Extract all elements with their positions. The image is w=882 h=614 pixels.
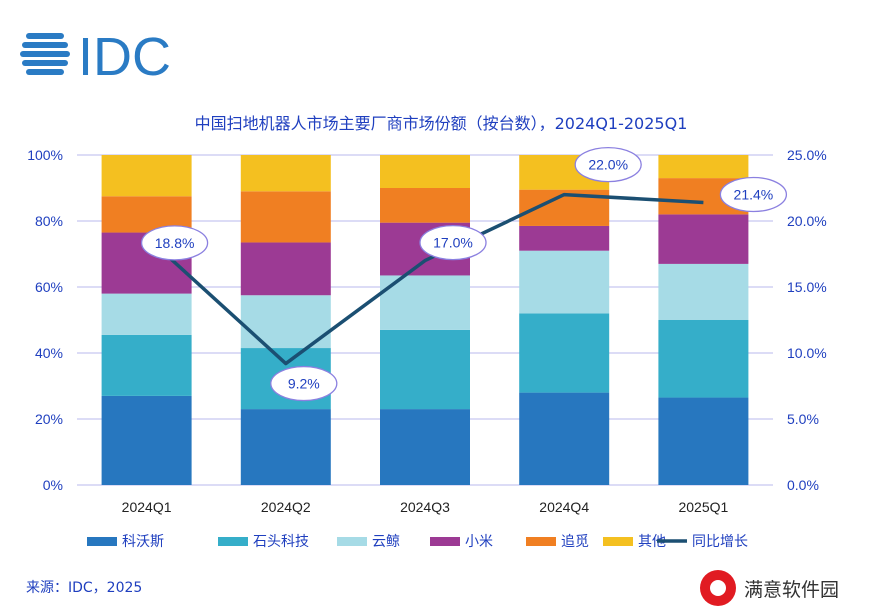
y2-tick-label: 10.0% <box>787 345 827 361</box>
idc-logo-text: IDC <box>78 27 171 87</box>
x-tick-label: 2024Q1 <box>122 499 172 515</box>
x-tick-label: 2024Q3 <box>400 499 450 515</box>
y2-tick-label: 0.0% <box>787 477 819 493</box>
legend-swatch <box>218 537 248 546</box>
y-tick-label: 0% <box>43 477 63 493</box>
data-label-bubble <box>719 176 788 213</box>
bar-segment <box>519 250 610 314</box>
legend-swatch <box>603 537 633 546</box>
bar-segment <box>380 155 470 188</box>
y2-tick-label: 20.0% <box>787 213 827 229</box>
bar-segment <box>658 263 749 320</box>
y2-tick-label: 15.0% <box>787 279 827 295</box>
legend-label: 小米 <box>465 533 493 549</box>
y-tick-label: 20% <box>35 411 63 427</box>
data-label-bubble <box>574 146 642 183</box>
x-tick-label: 2025Q1 <box>678 499 728 515</box>
legend-label: 云鲸 <box>372 533 400 549</box>
bar-segment <box>240 155 331 192</box>
y-tick-label: 80% <box>35 213 63 229</box>
bar-segment <box>240 191 331 243</box>
watermark-text: 满意软件园 <box>744 578 840 601</box>
legend-label: 石头科技 <box>253 533 309 549</box>
y-tick-label: 60% <box>35 279 63 295</box>
bar-segment <box>101 395 192 485</box>
legend-label: 其他 <box>638 533 666 549</box>
legend-label: 同比增长 <box>692 533 748 549</box>
bar-segment <box>380 329 470 410</box>
data-label-bubble <box>140 225 209 261</box>
data-label: 22.0% <box>588 157 628 173</box>
y-tick-label: 40% <box>35 345 63 361</box>
y2-tick-label: 5.0% <box>787 411 819 427</box>
bar-segment <box>380 409 470 485</box>
data-label-bubble <box>419 224 487 261</box>
watermark: 满意软件园 <box>700 566 876 610</box>
bar-segment <box>658 397 749 485</box>
y2-tick-label: 25.0% <box>787 147 827 163</box>
bar-segment <box>240 409 331 485</box>
watermark-logo-icon <box>700 570 736 606</box>
bar-segment <box>101 155 192 197</box>
bar-segment <box>519 313 610 393</box>
legend-swatch <box>337 537 367 546</box>
legend-label: 追觅 <box>561 533 589 549</box>
legend-label: 科沃斯 <box>122 533 164 549</box>
source-note: 来源：IDC，2025 <box>26 580 143 596</box>
y-tick-label: 100% <box>27 147 63 163</box>
bar-segment <box>101 334 192 396</box>
legend-swatch <box>430 537 460 546</box>
bar-segment <box>101 293 192 335</box>
bar-segment <box>658 214 749 264</box>
bar-segment <box>380 188 470 223</box>
growth-line <box>145 192 704 366</box>
idc-globe-icon <box>20 33 70 75</box>
bar-segment <box>519 225 610 251</box>
data-label: 17.0% <box>433 235 473 251</box>
data-label-bubble <box>270 365 338 402</box>
data-label: 21.4% <box>734 187 774 203</box>
bar-segment <box>658 155 749 179</box>
legend-swatch <box>87 537 117 546</box>
x-tick-label: 2024Q2 <box>261 499 311 515</box>
legend-swatch <box>526 537 556 546</box>
bar-segment <box>240 242 331 296</box>
idc-logo: IDC <box>20 27 171 87</box>
data-label: 18.8% <box>155 235 195 251</box>
bar-segment <box>519 392 610 485</box>
x-tick-label: 2024Q4 <box>539 499 589 515</box>
bar-segment <box>658 320 749 398</box>
chart-title: 中国扫地机器人市场主要厂商市场份额（按台数），2024Q1-2025Q1 <box>194 114 688 133</box>
data-label: 9.2% <box>288 376 320 392</box>
